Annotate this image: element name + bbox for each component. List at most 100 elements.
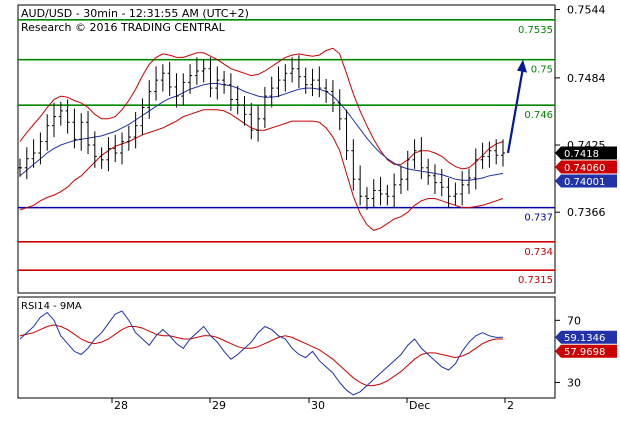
price-bar [473,148,478,190]
price-bar [65,99,70,134]
price-bar [337,89,342,131]
price-bar [303,67,308,94]
price-bar [249,102,254,140]
moving-average-line [19,83,504,181]
price-bar [31,139,36,168]
rsi-title: RSI14 - 9MA [21,301,82,312]
rsi-plot-frame [17,296,556,399]
price-bar [412,139,417,169]
price-bar [154,66,159,101]
price-bar [188,64,193,94]
price-bar [99,147,104,169]
price-bar [480,142,485,169]
price-bar [385,184,390,206]
price-bar [38,132,43,165]
price-bar [215,66,220,100]
price-tag-0-box [555,146,617,160]
price-bar [235,85,240,115]
rsi-tag-0-text: 59.1346 [564,333,605,344]
price-bar [364,187,369,210]
price-bar [371,179,376,208]
price-bar [317,66,322,98]
price-bar [58,101,63,126]
x-tick-label-4: 2 [507,399,514,412]
price-bar [351,139,356,191]
level-label-2: 0.746 [524,110,553,121]
rsi-layer [19,310,504,396]
price-bar [201,59,206,83]
x-tick-label-2: 30 [311,399,325,412]
price-bar [392,173,397,208]
price-bar [92,131,97,168]
x-tick-label-3: Dec [409,399,430,412]
price-tag-0-text: 0.7418 [564,149,599,160]
bollinger-upper-line [19,47,504,170]
price-layer [18,55,505,210]
rsi-tag-1-text: 57.9698 [564,347,605,358]
price-bar [405,150,410,191]
price-tag-1-box [555,160,617,174]
price-y-tick-label-0: 0.7544 [567,4,606,17]
price-bar [52,102,57,138]
price-plot-frame [17,4,556,294]
price-bar [283,64,288,92]
rsi-ma-line [19,324,503,387]
price-bar [24,147,29,180]
levels-layer: 0.7535 0.75 0.746 0.737 0.734 0.7315 [18,18,555,286]
price-bar [501,139,505,167]
price-bar [140,98,145,135]
level-label-3: 0.737 [524,213,553,224]
price-bar [181,73,186,106]
level-label-5: 0.7315 [518,275,553,286]
price-bar [228,73,233,111]
price-bar [344,109,349,160]
price-bar [262,86,267,128]
forecast-arrow-shaft [506,67,525,154]
x-tick-label-1: 29 [212,399,226,412]
price-bar [330,80,335,113]
price-bar [208,57,213,98]
price-bar [167,61,172,97]
price-bar [120,132,125,165]
price-bar [487,141,492,168]
price-bar [358,165,363,206]
price-bar [378,176,383,206]
bollinger-lower-line [19,109,504,231]
price-labels-layer: 0.7418 0.74060 0.74001 59.1346 57.9698 [555,146,617,358]
price-y-tick-label-1: 0.7484 [567,72,606,85]
price-bar [439,168,444,197]
price-bar [174,73,179,108]
price-bar [432,164,437,194]
price-bar [453,182,458,206]
price-bar [72,108,77,149]
price-bar [324,78,329,103]
price-bar [269,76,274,108]
moving-average-layer [19,83,504,181]
price-bar [276,66,281,98]
price-bar [398,165,403,194]
chart-title: AUD/USD - 30min - 12:31:55 AM (UTC+2) [21,7,249,20]
rsi-tag-0-box [555,330,617,344]
price-bar [310,68,315,97]
price-bar [45,114,50,151]
rsi-y-tick-label-0: 70 [567,314,581,327]
price-bar [466,168,471,194]
price-bar [126,125,131,151]
level-label-4: 0.734 [524,247,553,258]
level-label-0: 0.7535 [518,25,553,36]
price-bar [494,139,499,165]
level-label-1: 0.75 [531,65,553,76]
price-bar [242,96,247,126]
rsi-line [19,310,504,396]
x-tick-label-0: 28 [114,399,128,412]
price-bar [296,55,301,89]
price-bar [160,64,165,92]
price-bar [290,57,295,83]
price-bar [86,110,91,155]
price-bar [147,80,152,119]
price-tag-2-text: 0.74001 [564,177,605,188]
forecast-arrow-head [517,59,527,73]
